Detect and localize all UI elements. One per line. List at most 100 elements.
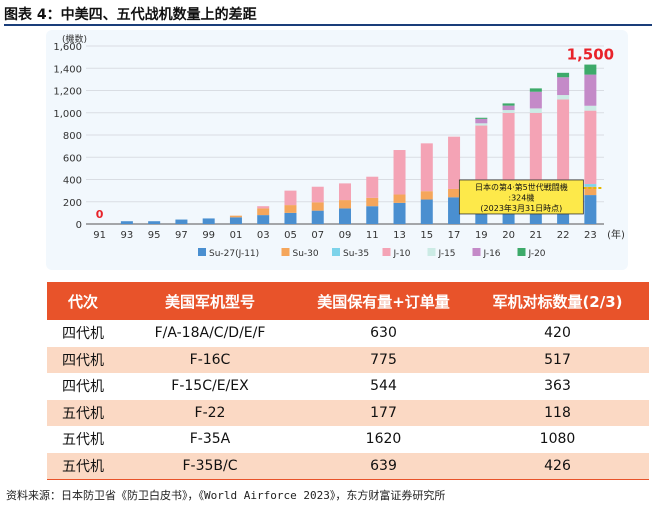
x-tick-label: 99: [202, 230, 215, 241]
x-tick-label: 01: [230, 230, 243, 241]
cell-generation: 五代机: [47, 452, 119, 480]
cell-model: F-35A: [189, 431, 231, 448]
y-tick-label: 1,600: [53, 42, 82, 53]
x-tick-label: 93: [121, 230, 134, 241]
cell-model: F-35B/C: [119, 452, 301, 480]
bar-segment: [393, 150, 406, 195]
table-row: 四代机 F-15C/E/EX 544 363: [47, 373, 649, 400]
legend-swatch: [472, 248, 481, 256]
cell-quantity: 544: [370, 378, 397, 395]
y-tick-label: 600: [63, 153, 82, 164]
bar-segment: [311, 210, 324, 224]
bar-segment: [529, 88, 542, 92]
comparison-table: 代次 美国军机型号 美国保有量+订单量 军机对标数量(2/3) 四代机 F/A-…: [47, 282, 649, 480]
table-row: 五代机 F-35A 1620 1080: [47, 426, 649, 453]
bar-segment: [529, 112, 542, 185]
y-tick-label: 400: [63, 176, 82, 187]
x-tick-label: 03: [257, 230, 270, 241]
cell-benchmark: 420: [544, 325, 571, 342]
callout-text: 日本の第4·第5世代戦闘機: [475, 182, 568, 192]
bar-segment: [557, 99, 570, 185]
cell-quantity: 775: [301, 346, 466, 373]
header-us-quantity: 美国保有量+订单量: [301, 282, 466, 320]
x-tick-label: 09: [339, 230, 352, 241]
table-row: 四代机 F-16C 775 517: [47, 346, 649, 373]
x-tick-label: 21: [529, 230, 542, 241]
bar-segment: [502, 103, 515, 106]
y-unit-label: (機数): [62, 33, 87, 45]
legend-label: Su-27(J-11): [209, 249, 259, 259]
bar-segment: [448, 188, 461, 198]
bar-segment: [393, 202, 406, 224]
table-row: 四代机 F/A-18A/C/D/E/F 630 420: [47, 320, 649, 347]
bar-segment: [257, 206, 270, 209]
cell-model: F-16C: [119, 346, 301, 373]
bar-segment: [502, 112, 515, 185]
cell-quantity: 177: [301, 399, 466, 426]
legend-swatch: [281, 248, 290, 256]
table-header-row: 代次 美国军机型号 美国保有量+订单量 军机对标数量(2/3): [47, 282, 649, 320]
x-tick-label: 95: [148, 230, 161, 241]
x-tick-label: 97: [175, 230, 188, 241]
cell-model: F/A-18A/C/D/E/F: [154, 325, 266, 342]
cell-benchmark: 1080: [539, 431, 576, 448]
header-generation: 代次: [47, 282, 119, 320]
bar-segment: [284, 212, 297, 224]
bar-segment: [584, 105, 597, 111]
legend-swatch: [382, 248, 391, 256]
x-tick-label: 11: [366, 230, 379, 241]
y-tick-label: 0: [76, 220, 82, 231]
bar-segment: [529, 108, 542, 113]
bar-segment: [420, 199, 433, 224]
y-tick-label: 800: [63, 131, 82, 142]
legend-swatch: [427, 248, 436, 256]
x-tick-label: 07: [311, 230, 324, 241]
callout-text: (2023年3月31日時点): [480, 203, 562, 213]
y-tick-label: 1,200: [53, 87, 82, 98]
bar-segment: [584, 184, 597, 187]
bar-segment: [475, 123, 488, 126]
bar-segment: [257, 208, 270, 216]
legend-swatch: [517, 248, 526, 256]
legend-swatch: [198, 248, 206, 256]
bar-segment: [584, 74, 597, 106]
legend-label: Su-35: [343, 249, 369, 259]
bar-segment: [339, 200, 351, 209]
cell-generation: 五代机: [47, 399, 119, 426]
y-tick-label: 1,000: [53, 109, 82, 120]
bar-segment: [311, 202, 324, 211]
table-row: 五代机 F-22 177 118: [47, 399, 649, 426]
bar-segment: [475, 125, 488, 186]
x-tick-label: 22: [557, 230, 570, 241]
bar-segment: [584, 64, 597, 75]
bar-segment: [366, 176, 379, 198]
x-tick-label: 19: [475, 230, 488, 241]
cell-generation: 四代机: [47, 346, 119, 373]
bar-segment: [311, 186, 324, 203]
y-tick-label: 1,400: [53, 64, 82, 75]
x-tick-label: 15: [420, 230, 433, 241]
cell-quantity: 639: [301, 452, 466, 480]
bar-segment: [148, 221, 161, 224]
bar-segment: [393, 194, 406, 203]
legend-label: J-10: [393, 249, 411, 259]
cell-model: F-22: [119, 399, 301, 426]
bar-segment: [475, 117, 488, 119]
x-tick-label: 23: [584, 230, 597, 241]
cell-benchmark: 426: [466, 452, 649, 480]
bar-segment: [120, 221, 133, 224]
legend-label: J-16: [483, 249, 501, 259]
cell-model: F-15C/E/EX: [171, 378, 249, 395]
cell-benchmark: 118: [466, 399, 649, 426]
cell-generation: 五代机: [62, 432, 104, 449]
legend-swatch: [332, 248, 340, 256]
bar-segment: [366, 206, 379, 224]
legend-label: J-20: [528, 249, 546, 259]
title-rule: [4, 24, 652, 26]
data-label: 0: [96, 208, 104, 221]
legend-label: J-15: [438, 249, 456, 259]
bar-segment: [557, 95, 570, 100]
cell-generation: 四代机: [62, 326, 104, 343]
bar-segment: [584, 110, 597, 185]
